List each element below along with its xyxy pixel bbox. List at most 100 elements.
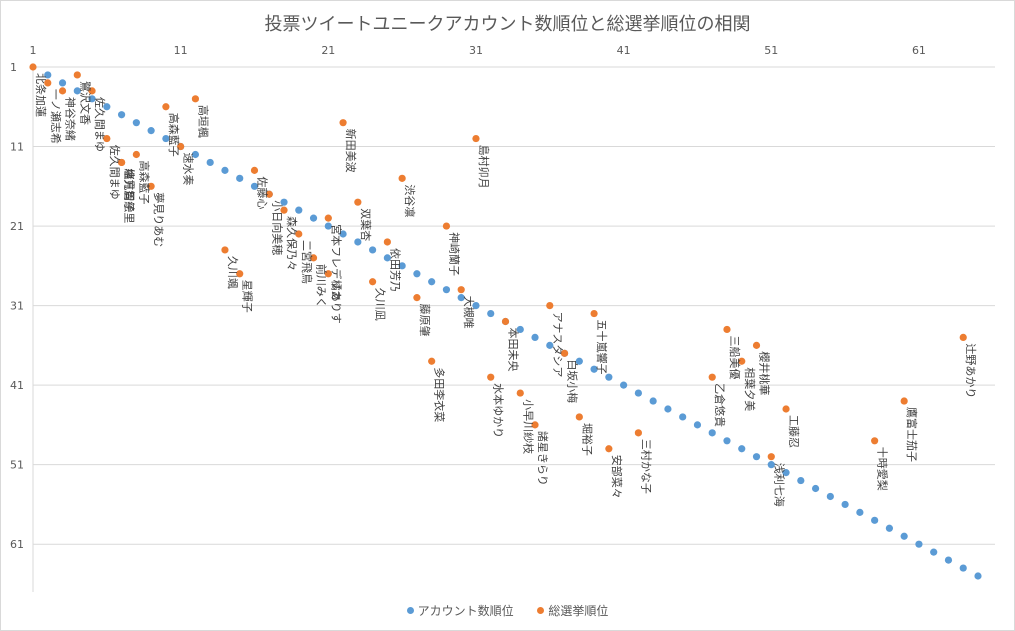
data-label: 二宮飛鳥: [300, 240, 314, 284]
data-label: 渋谷凛: [403, 184, 417, 217]
election-rank-point: [383, 238, 391, 246]
account-rank-point: [930, 548, 938, 556]
account-rank-point: [590, 365, 598, 373]
gridlines: [32, 66, 995, 592]
data-label: 宮本フレデリカ: [329, 224, 343, 301]
election-rank-point: [250, 166, 259, 174]
account-rank-point: [959, 564, 967, 572]
account-rank-point: [103, 103, 111, 111]
account-rank-point: [693, 421, 702, 429]
account-rank-point: [354, 238, 362, 246]
election-rank-point: [280, 206, 288, 214]
election-rank-point: [324, 214, 332, 222]
data-label: 鷺沢文香: [78, 81, 92, 125]
data-label: 安部菜々: [610, 455, 624, 499]
account-rank-point: [369, 246, 377, 254]
election-rank-point: [162, 103, 170, 111]
account-rank-point: [73, 87, 81, 95]
account-rank-point: [236, 174, 244, 182]
account-rank-point: [826, 492, 834, 501]
election-rank-point: [516, 389, 524, 397]
election-rank-point: [457, 286, 465, 294]
election-rank-point: [590, 309, 598, 318]
legend-swatch-election: [537, 607, 545, 614]
account-rank-point: [885, 524, 894, 532]
data-label: 小日向美穂: [270, 200, 284, 255]
account-rank-point: [811, 484, 820, 493]
account-rank-point: [191, 150, 200, 159]
account-rank-point: [782, 469, 790, 477]
election-rank-point: [73, 71, 81, 79]
election-rank-point: [442, 222, 451, 230]
election-rank-point: [132, 150, 140, 159]
account-rank-point: [309, 214, 318, 222]
election-rank-point: [191, 95, 200, 103]
data-label: 五十嵐響子: [595, 320, 609, 375]
data-label: 速水奏: [182, 153, 195, 186]
account-rank-point: [679, 413, 687, 421]
election-rank-point: [487, 373, 495, 381]
data-label: 浅利七海: [772, 463, 786, 507]
data-label: 星輝子: [241, 280, 254, 313]
x-tick-label: 11: [174, 44, 188, 57]
legend-label-account: アカウント数順位: [417, 604, 514, 618]
y-tick-label: 51: [10, 459, 24, 472]
data-label: 高垣楓: [196, 105, 210, 138]
election-rank-point: [324, 270, 332, 278]
account-rank-point: [132, 119, 140, 127]
x-tick-label: 51: [764, 44, 778, 57]
legend-label-election: 総選挙順位: [548, 604, 609, 618]
data-label: 神谷奈緒: [64, 97, 78, 141]
election-rank-point: [44, 79, 52, 87]
data-label: 佐久間まゆ: [108, 145, 122, 200]
legend-item-election: 総選挙順位: [537, 602, 608, 619]
election-rank-point: [236, 270, 244, 278]
data-label: 白坂小梅: [566, 359, 580, 403]
account-rank-point: [664, 405, 672, 413]
account-rank-point: [531, 333, 539, 342]
x-tick-label: 31: [469, 44, 483, 57]
election-rank-point: [295, 230, 303, 238]
data-label: 久川凪: [374, 288, 387, 321]
election-rank-point: [752, 341, 761, 349]
data-label: 十時愛梨: [876, 447, 890, 491]
election-rank-point: [723, 325, 731, 334]
data-label: 高森藍子: [137, 160, 151, 204]
account-rank-point: [856, 508, 864, 516]
series-account-rank: [44, 71, 982, 580]
legend-swatch-account: [406, 607, 414, 614]
account-rank-point: [457, 294, 465, 302]
account-rank-point: [58, 79, 67, 87]
election-rank-point: [605, 445, 613, 453]
account-rank-point: [413, 270, 421, 278]
account-rank-point: [797, 476, 805, 485]
election-rank-point: [428, 357, 436, 365]
data-label: 佐藤心: [255, 176, 269, 209]
account-rank-point: [974, 572, 982, 580]
account-rank-point: [944, 556, 953, 564]
account-rank-point: [649, 397, 657, 405]
election-rank-point: [767, 453, 775, 461]
account-rank-point: [841, 500, 849, 509]
account-rank-point: [708, 429, 716, 437]
account-rank-point: [915, 540, 923, 548]
data-label: 夢見りあむ: [152, 192, 165, 247]
election-rank-point: [29, 63, 37, 71]
account-rank-point: [442, 286, 451, 294]
data-label: 佐久間まゆ: [93, 97, 107, 152]
y-tick-label: 61: [10, 538, 24, 551]
data-label: 三船美優: [728, 335, 742, 379]
x-axis-ticks: 1 11 21 31 41 51 61: [30, 44, 926, 57]
election-rank-point: [900, 397, 908, 405]
data-label: 緒方智絵里: [123, 168, 137, 223]
account-rank-point: [723, 437, 731, 445]
data-label: 橘ありす: [329, 280, 342, 324]
election-rank-point: [369, 278, 377, 286]
account-rank-point: [383, 254, 391, 262]
election-rank-point: [546, 301, 554, 310]
data-label: 神崎蘭子: [447, 232, 461, 276]
election-rank-point: [413, 294, 421, 302]
election-rank-point: [959, 333, 967, 342]
